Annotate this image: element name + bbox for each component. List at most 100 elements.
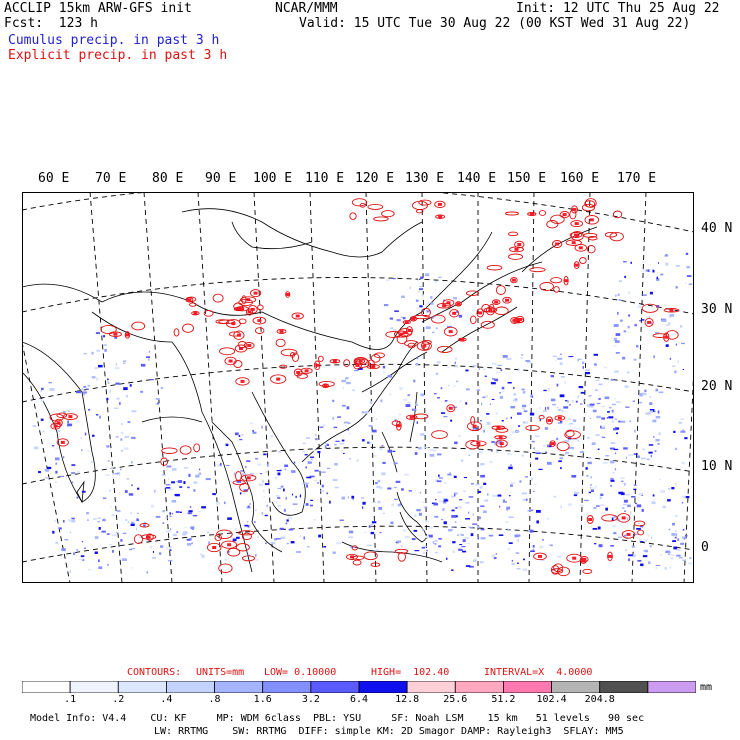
- cumulus-cell: [636, 504, 642, 508]
- cumulus-cell: [643, 539, 648, 542]
- cumulus-cell: [167, 559, 173, 562]
- cumulus-cell: [613, 448, 619, 451]
- cumulus-cell: [434, 280, 437, 283]
- cumulus-cell: [645, 269, 650, 272]
- cumulus-cell: [246, 460, 251, 462]
- cumulus-cell: [172, 533, 177, 537]
- explicit-core: [571, 241, 576, 245]
- cumulus-cell: [634, 533, 639, 535]
- cumulus-cell: [648, 451, 653, 454]
- cumulus-cell: [554, 428, 556, 431]
- cumulus-cell: [510, 464, 512, 466]
- cumulus-cell: [389, 317, 393, 320]
- cumulus-cell: [625, 549, 627, 552]
- cumulus-cell: [484, 499, 489, 502]
- cumulus-cell: [627, 517, 629, 521]
- cumulus-cell: [649, 402, 653, 405]
- cumulus-cell: [380, 399, 383, 403]
- cumulus-cell: [108, 381, 110, 384]
- cumulus-cell: [668, 551, 671, 554]
- cumulus-cell: [508, 542, 513, 544]
- cumulus-cell: [182, 531, 188, 535]
- cumulus-cell: [81, 541, 84, 543]
- explicit-core: [399, 332, 404, 336]
- cumulus-cell: [434, 515, 439, 518]
- cumulus-cell: [191, 527, 194, 530]
- cumulus-cell: [306, 546, 310, 548]
- graticule: [22, 192, 694, 583]
- cumulus-cell: [451, 509, 455, 512]
- cumulus-cell: [103, 335, 105, 338]
- explicit-contour: [218, 563, 233, 573]
- colorbar-segment: [214, 681, 264, 693]
- explicit-core: [315, 363, 320, 367]
- cumulus-cell: [499, 395, 504, 399]
- cumulus-cell: [560, 505, 562, 509]
- cumulus-cell: [615, 452, 617, 455]
- cumulus-cell: [497, 494, 502, 497]
- cumulus-cell: [87, 519, 89, 521]
- explicit-precip-contours: [49, 198, 680, 577]
- cumulus-cell: [491, 554, 496, 558]
- cumulus-cell: [677, 549, 681, 551]
- cumulus-cell: [601, 425, 605, 428]
- cumulus-cell: [438, 474, 440, 477]
- cumulus-cell: [252, 431, 257, 434]
- cumulus-cell: [371, 523, 373, 527]
- cumulus-cell: [653, 498, 655, 501]
- cumulus-cell: [131, 548, 136, 550]
- cumulus-cell: [511, 431, 515, 434]
- cumulus-cell: [680, 430, 686, 433]
- contours-high: HIGH= 102.40: [371, 667, 450, 678]
- explicit-contour: [235, 306, 249, 312]
- cumulus-cell: [123, 360, 127, 362]
- cumulus-cell: [416, 421, 418, 424]
- cumulus-cell: [465, 518, 470, 520]
- cumulus-precip-field: [32, 252, 693, 574]
- cumulus-cell: [482, 396, 486, 399]
- cumulus-cell: [341, 379, 346, 383]
- lon-label: 120 E: [355, 171, 395, 186]
- cumulus-cell: [341, 439, 345, 442]
- cumulus-cell: [665, 550, 671, 553]
- cumulus-cell: [398, 413, 402, 416]
- cumulus-cell: [96, 350, 100, 352]
- explicit-contour: [505, 211, 519, 216]
- cumulus-cell: [484, 375, 487, 377]
- cumulus-cell: [631, 496, 636, 498]
- colorbar-tick: 102.4: [536, 694, 567, 705]
- cumulus-cell: [585, 369, 590, 371]
- cumulus-cell: [239, 492, 242, 495]
- cumulus-cell: [55, 481, 57, 483]
- cumulus-cell: [342, 386, 345, 390]
- cumulus-cell: [192, 514, 198, 517]
- cumulus-cell: [284, 464, 289, 467]
- explicit-contour: [584, 198, 597, 208]
- cumulus-cell: [522, 404, 527, 408]
- cumulus-cell: [255, 558, 259, 561]
- cumulus-cell: [283, 488, 285, 492]
- explicit-contour: [545, 416, 553, 425]
- cumulus-cell: [459, 533, 461, 536]
- cumulus-cell: [430, 302, 434, 305]
- cumulus-cell: [438, 500, 444, 503]
- cumulus-cell: [495, 412, 498, 415]
- colorbar-tick: 3.2: [301, 694, 320, 705]
- cumulus-cell: [304, 454, 308, 456]
- cumulus-cell: [306, 482, 309, 484]
- cumulus-cell: [169, 549, 172, 551]
- cumulus-cell: [549, 544, 552, 546]
- cumulus-cell: [305, 466, 307, 469]
- cumulus-cell: [249, 503, 252, 505]
- cumulus-cell: [611, 517, 614, 521]
- cumulus-cell: [501, 420, 504, 422]
- cumulus-cell: [523, 421, 528, 424]
- cumulus-cell: [32, 425, 36, 428]
- explicit-contour: [431, 430, 448, 439]
- explicit-contour: [224, 356, 237, 366]
- cumulus-cell: [324, 445, 327, 448]
- cumulus-cell: [53, 519, 57, 522]
- cumulus-cell: [244, 524, 249, 527]
- cumulus-cell: [189, 537, 192, 541]
- lon-label: 70 E: [95, 171, 127, 186]
